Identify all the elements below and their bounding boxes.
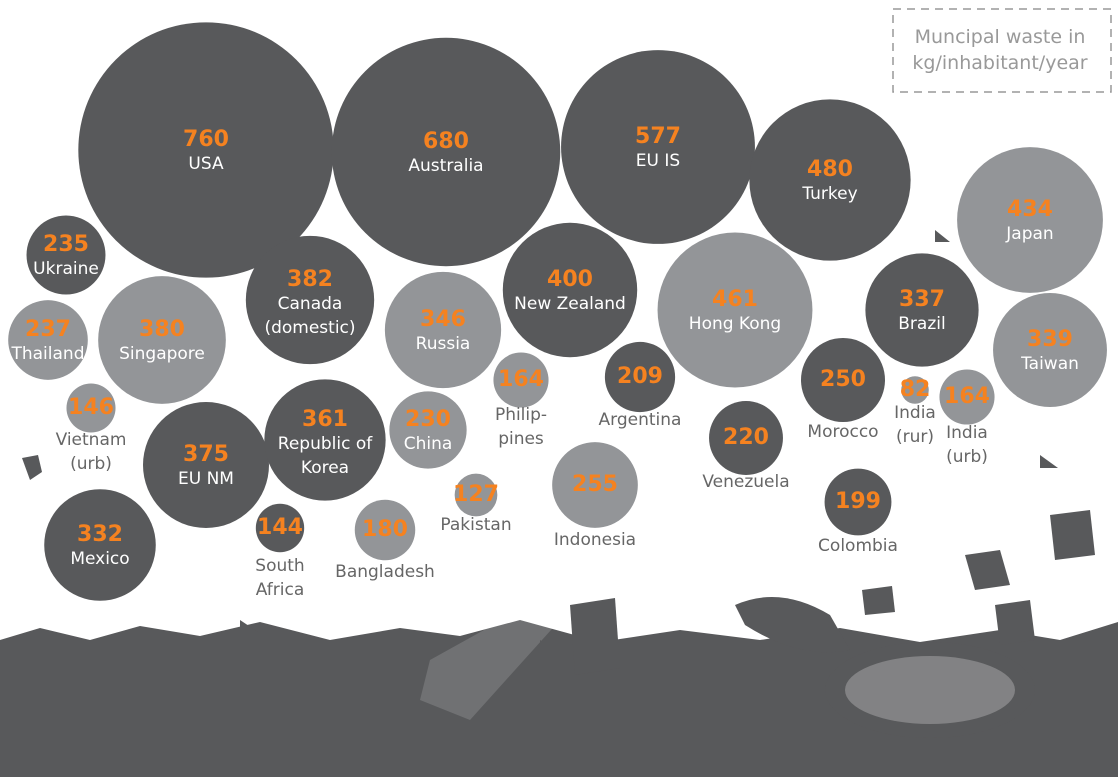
category-label: Bangladesh	[335, 562, 435, 582]
category-label: Venezuela	[702, 472, 789, 492]
value-label: 380	[139, 317, 185, 342]
category-label: New Zealand	[514, 294, 626, 314]
value-label: 235	[43, 232, 89, 257]
bubble	[993, 293, 1107, 407]
bubble	[26, 215, 106, 295]
value-label: 337	[899, 287, 945, 312]
category-label: Colombia	[818, 536, 898, 556]
bubble	[561, 50, 755, 244]
bubble	[749, 99, 911, 261]
value-label: 180	[362, 517, 408, 542]
category-label: Russia	[416, 334, 471, 354]
bubble	[657, 232, 813, 388]
category-label: Hong Kong	[689, 314, 781, 334]
bubble	[255, 503, 305, 553]
value-label: 680	[423, 129, 469, 154]
value-label: 146	[68, 395, 114, 420]
bubble	[354, 499, 416, 561]
value-label: 199	[835, 489, 881, 514]
category-label: Ukraine	[33, 259, 99, 279]
value-label: 760	[183, 127, 229, 152]
bubble	[384, 271, 502, 389]
value-label: 164	[498, 367, 544, 392]
bubble	[143, 402, 269, 528]
category-label: Japan	[1005, 224, 1053, 244]
category-label: Canada (domestic)	[264, 294, 355, 338]
bubble	[78, 22, 334, 278]
bubble	[824, 468, 892, 536]
value-label: 577	[635, 124, 681, 149]
value-label: 237	[25, 317, 71, 342]
bubble	[957, 147, 1103, 293]
bubble	[44, 489, 156, 601]
value-label: 339	[1027, 327, 1073, 352]
value-label: 461	[712, 287, 758, 312]
bubble	[454, 473, 498, 517]
category-label: South Africa	[255, 556, 304, 600]
category-label: Thailand	[10, 344, 84, 364]
category-label: Pakistan	[440, 515, 511, 535]
bubble	[552, 442, 638, 528]
value-label: 361	[302, 407, 348, 432]
bubble	[801, 338, 885, 422]
decoration	[0, 230, 1118, 777]
value-label: 230	[405, 407, 451, 432]
category-label: Morocco	[807, 422, 878, 442]
value-label: 382	[287, 267, 333, 292]
bubble	[502, 222, 638, 358]
value-label: 480	[807, 157, 853, 182]
bubble	[264, 379, 386, 501]
category-label: Philip-pines	[495, 405, 547, 449]
value-label: 255	[572, 472, 618, 497]
value-label: 332	[77, 522, 123, 547]
category-label: EU IS	[636, 151, 680, 171]
category-label: EU NM	[178, 469, 234, 489]
value-label: 250	[820, 367, 866, 392]
chart-title: Muncipal waste in kg/inhabitant/year	[912, 26, 1087, 74]
category-label: Taiwan	[1020, 354, 1079, 374]
value-label: 400	[547, 267, 593, 292]
bubble	[709, 401, 783, 475]
category-label: China	[404, 434, 453, 454]
value-label: 220	[723, 425, 769, 450]
value-label: 164	[944, 384, 990, 409]
bubble	[389, 391, 467, 469]
category-label: Republic of Korea	[278, 434, 373, 478]
bubble	[865, 253, 979, 367]
category-label: Vietnam (urb)	[56, 430, 127, 474]
value-label: 127	[453, 482, 499, 507]
category-label: Argentina	[599, 410, 682, 430]
value-label: 144	[257, 515, 303, 540]
category-label: Mexico	[70, 549, 129, 569]
value-label: 209	[617, 364, 663, 389]
bubble	[331, 37, 561, 267]
category-label: Brazil	[898, 314, 945, 334]
bubble	[245, 235, 375, 365]
bubble	[901, 376, 929, 404]
category-label: Turkey	[801, 184, 857, 204]
bubble	[939, 369, 995, 425]
value-label: 375	[183, 442, 229, 467]
value-label: 82	[900, 377, 931, 402]
bubble	[66, 383, 116, 433]
category-label: Indonesia	[554, 530, 636, 550]
category-label: India (urb)	[946, 423, 988, 467]
bubble	[604, 341, 676, 413]
category-label: India (rur)	[894, 403, 936, 447]
value-label: 434	[1007, 197, 1053, 222]
category-label: Singapore	[119, 344, 205, 364]
value-label: 346	[420, 307, 466, 332]
category-label: USA	[188, 154, 224, 174]
bubble	[8, 300, 88, 380]
bubble	[98, 276, 226, 404]
title-box	[892, 8, 1112, 93]
category-label: Australia	[408, 156, 483, 176]
bubble	[493, 352, 549, 408]
